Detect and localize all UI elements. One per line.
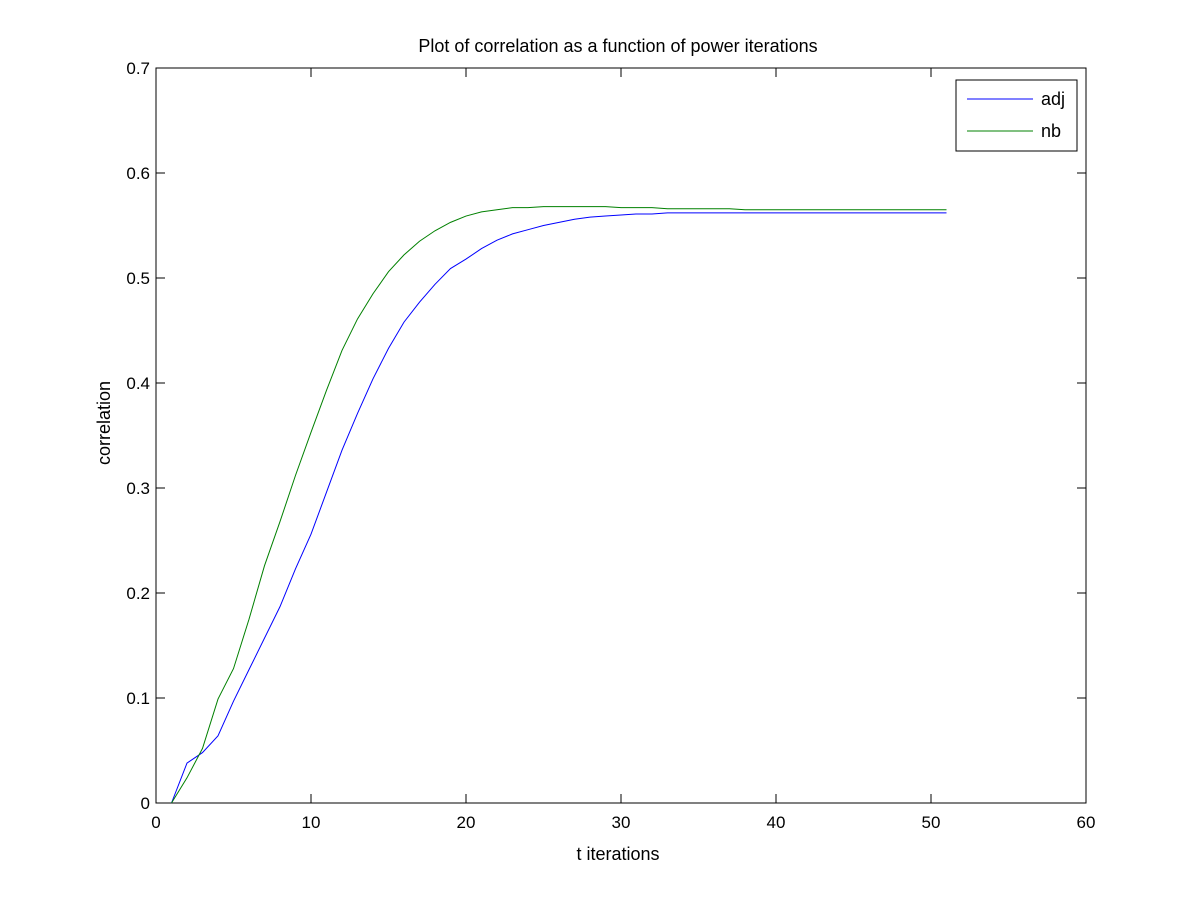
y-tick-label: 0	[141, 794, 150, 813]
y-tick-label: 0.1	[126, 689, 150, 708]
y-tick-label: 0.2	[126, 584, 150, 603]
series-line-nb	[171, 206, 947, 804]
chart-title: Plot of correlation as a function of pow…	[418, 36, 817, 56]
legend-label-adj: adj	[1041, 89, 1065, 109]
x-tick-label: 50	[922, 813, 941, 832]
x-tick-label: 0	[151, 813, 160, 832]
legend: adj nb	[955, 79, 1078, 152]
y-tick-label: 0.7	[126, 59, 150, 78]
y-tick-label: 0.6	[126, 164, 150, 183]
legend-box	[955, 79, 1078, 152]
y-tick-label: 0.5	[126, 269, 150, 288]
x-axis-label: t iterations	[576, 844, 659, 864]
plot-area-frame	[155, 67, 1087, 804]
series-line-adj	[171, 212, 947, 804]
x-tick-label: 40	[767, 813, 786, 832]
x-tick-label: 60	[1077, 813, 1096, 832]
y-tick-label: 0.4	[126, 374, 150, 393]
y-tick-label: 0.3	[126, 479, 150, 498]
axis-ticks: 0 10 20 30 40 50 60 0 0.1 0.2 0.3 0.4 0.5 0.6 0.7	[126, 59, 1095, 832]
series-lines	[171, 206, 947, 804]
legend-label-nb: nb	[1041, 121, 1061, 141]
y-axis-label: correlation	[94, 381, 114, 465]
x-tick-label: 10	[302, 813, 321, 832]
x-tick-label: 20	[457, 813, 476, 832]
x-tick-label: 30	[612, 813, 631, 832]
